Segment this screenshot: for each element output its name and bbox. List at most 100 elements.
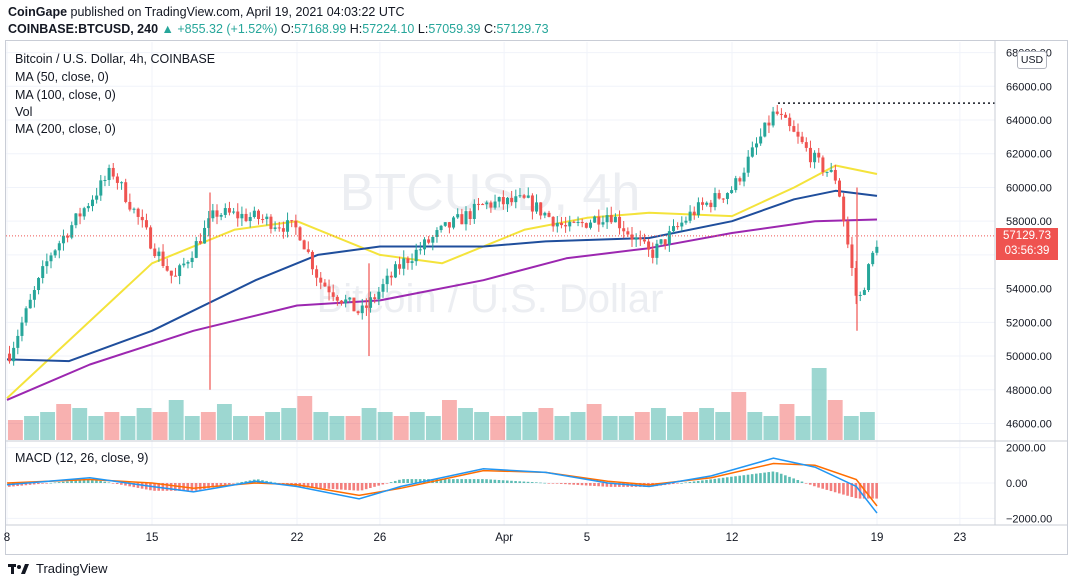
candle-body — [37, 278, 41, 291]
macd-histogram-bar — [692, 481, 696, 483]
macd-histogram-bar — [742, 475, 746, 483]
macd-histogram-bar — [223, 483, 227, 486]
macd-histogram-bar — [543, 482, 546, 484]
candle-body — [103, 180, 107, 182]
volume-bar — [779, 404, 795, 440]
macd-histogram-bar — [688, 481, 692, 483]
candle-body — [476, 203, 480, 205]
time-tick-label: 12 — [726, 532, 739, 544]
candle-body — [875, 246, 879, 253]
ma200-line — [6, 218, 878, 401]
volume-bar — [442, 400, 457, 440]
candle-body — [190, 257, 194, 263]
time-tick-label: 26 — [373, 532, 386, 544]
macd-histogram-bar — [709, 479, 712, 483]
candle-body — [846, 221, 850, 245]
candle-body — [696, 202, 700, 216]
macd-histogram-bar — [535, 482, 538, 483]
candle-body — [16, 335, 20, 348]
macd-histogram-bar — [867, 483, 870, 499]
candle-body — [784, 114, 788, 118]
candle-body — [53, 250, 57, 256]
candle-body — [219, 214, 223, 217]
high-label: H: — [349, 22, 363, 36]
volume-bar — [811, 368, 827, 440]
macd-histogram-bar — [136, 483, 140, 488]
candle-body — [381, 284, 385, 292]
macd-histogram-bar — [755, 473, 758, 483]
candle-body — [725, 193, 729, 199]
candle-body — [796, 131, 800, 137]
candle-body — [364, 305, 368, 308]
legend-macd: MACD (12, 26, close, 9) — [15, 451, 149, 465]
candle-body — [609, 215, 613, 223]
candle-body — [107, 167, 111, 181]
macd-histogram-bar — [236, 482, 239, 484]
volume-bar — [8, 420, 23, 440]
volume-bar — [602, 416, 618, 440]
macd-histogram-bar — [601, 483, 605, 487]
macd-histogram-bar — [871, 483, 874, 499]
volume-bar — [634, 412, 650, 440]
candle-body — [352, 297, 356, 312]
macd-histogram-bar — [91, 479, 94, 483]
macd-histogram-bar — [838, 483, 841, 494]
macd-histogram-bar — [402, 479, 405, 483]
macd-histogram-bar — [800, 481, 804, 483]
macd-histogram-bar — [124, 483, 127, 486]
symbol-label: COINBASE:BTCUSD, 240 — [8, 22, 159, 36]
candle-body — [186, 262, 190, 264]
macd-histogram-bar — [273, 482, 277, 484]
macd-histogram-bar — [443, 479, 447, 483]
time-tick-label: 5 — [584, 532, 590, 544]
volume-bar — [136, 408, 152, 440]
macd-histogram-bar — [539, 482, 542, 484]
legend-vol: Vol — [15, 105, 33, 119]
macd-histogram-bar — [232, 483, 235, 484]
macd-histogram-bar — [161, 483, 165, 491]
macd-histogram-bar — [796, 479, 800, 483]
macd-histogram-bar — [103, 481, 107, 483]
candle-body — [481, 204, 485, 206]
candle-body — [144, 220, 148, 228]
macd-histogram-bar — [605, 483, 609, 487]
footer-brand[interactable]: TradingView — [8, 561, 108, 576]
macd-histogram-bar — [875, 483, 878, 499]
macd-histogram-bar — [468, 479, 472, 483]
candle-body — [111, 167, 115, 177]
macd-histogram-bar — [385, 483, 389, 484]
candle-body — [140, 216, 144, 221]
low-label: L: — [417, 22, 429, 36]
legend-ma200: MA (200, close, 0) — [15, 122, 116, 136]
macd-histogram-bar — [680, 482, 683, 484]
candle-body — [157, 251, 161, 257]
volume-bar — [490, 416, 506, 440]
watermark-symbol: BTCUSD, 4h — [340, 164, 641, 222]
candle-body — [721, 198, 725, 200]
volume-bar — [265, 412, 281, 440]
candle-body — [580, 221, 584, 224]
candle-body — [99, 180, 103, 196]
macd-histogram-bar — [551, 483, 555, 484]
macd-histogram-bar — [107, 482, 111, 484]
macd-histogram-bar — [456, 479, 459, 483]
candle-body — [32, 290, 36, 300]
candle-body — [676, 226, 680, 228]
macd-histogram-bar — [684, 482, 688, 484]
footer-brand-label: TradingView — [36, 561, 108, 576]
currency-button[interactable]: USD — [1017, 51, 1047, 69]
macd-histogram-bar — [771, 471, 775, 483]
volume-bar — [474, 412, 490, 440]
macd-histogram-bar — [219, 483, 223, 486]
candle-body — [543, 212, 547, 216]
macd-histogram-bar — [414, 479, 418, 483]
candle-body — [829, 169, 833, 172]
macd-histogram-bar — [344, 483, 347, 490]
macd-histogram-bar — [20, 483, 24, 486]
candle-body — [277, 227, 281, 229]
volume-bar — [409, 412, 425, 440]
candle-body — [28, 299, 32, 309]
candle-body — [8, 353, 11, 362]
macd-histogram-bar — [99, 480, 102, 483]
